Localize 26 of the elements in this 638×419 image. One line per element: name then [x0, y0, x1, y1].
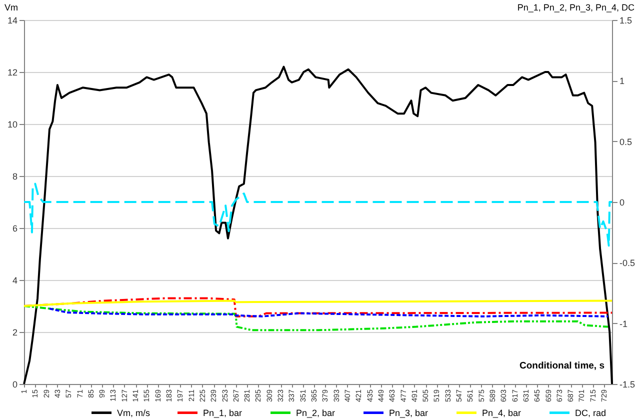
y-tick-label: 8 [12, 172, 18, 182]
legend-label: Vm, m/s [117, 408, 150, 418]
y2-tick-label: 0.5 [620, 136, 632, 147]
y-tick-label: 6 [12, 224, 18, 234]
legend-label: Pn_3, bar [389, 408, 428, 418]
y-tick-label: 12 [7, 68, 18, 78]
legend-label: Pn_2, bar [296, 408, 336, 418]
y-tick-label: 2 [12, 328, 18, 338]
x-axis-title: Conditional time, s [520, 360, 604, 372]
y2-axis-title: Pn_1, Pn_2, Pn_3, Pn_4, DC [517, 2, 635, 12]
y2-tick-label: -0.5 [620, 258, 636, 268]
y2-tick-label: 0 [620, 198, 625, 208]
line-series [23, 182, 613, 247]
y-tick-label: 10 [7, 120, 18, 130]
y2-tick-label: -1.5 [620, 380, 636, 390]
legend-label: DC, rad [575, 408, 606, 418]
y-tick-label: 4 [12, 276, 18, 286]
y-axis-title: Vm [4, 2, 18, 12]
y2-tick-label: 1 [620, 76, 625, 86]
y-tick-label: 14 [7, 16, 18, 26]
legend-label: Pn_1, bar [203, 408, 242, 418]
legend-label: Pn_4, bar [482, 408, 522, 418]
line-series [48, 308, 610, 318]
y-tick-label: 0 [12, 380, 18, 390]
y2-tick-label: -1 [620, 318, 628, 329]
y2-tick-label: 1.5 [620, 16, 632, 26]
